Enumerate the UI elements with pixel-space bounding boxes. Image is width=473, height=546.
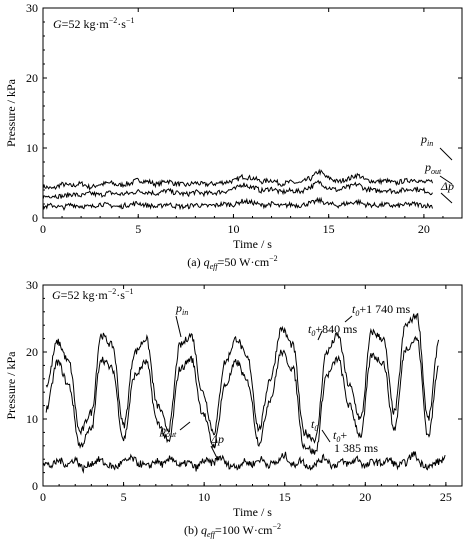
time-annotation-text: +840 ms	[315, 322, 357, 336]
series-label-main: p	[420, 132, 427, 146]
time-annotation-var: t	[308, 322, 312, 336]
x-tick-label: 0	[40, 490, 46, 504]
time-annotation: t0+1 740 ms	[352, 302, 410, 318]
caption-sub: eff	[210, 262, 220, 271]
flow-rate-annotation: G=52 kg·m−2·s−1	[52, 287, 133, 302]
caption-var: q	[201, 523, 207, 537]
leader-line	[175, 315, 182, 338]
y-axis-label: Pressure / kPa	[4, 78, 18, 147]
caption-sub: eff	[207, 530, 217, 539]
series-label-main: p	[159, 423, 166, 437]
series-label-sub: in	[427, 139, 433, 148]
annotation-text: =52 kg·m	[61, 288, 109, 302]
y-tick-label: 10	[26, 141, 38, 155]
caption-value: =100 W·cm	[215, 523, 273, 537]
time-annotation-sub: 0	[314, 424, 318, 433]
x-tick-label: 0	[40, 222, 46, 236]
x-tick-label: 20	[359, 490, 371, 504]
leader-line	[321, 429, 331, 443]
y-tick-label: 20	[26, 345, 38, 359]
time-annotation-text: +1 740 ms	[359, 302, 410, 316]
time-annotation-sub: 0	[311, 329, 315, 338]
y-tick-label: 0	[32, 479, 38, 493]
annotation-mid: ·s	[116, 288, 125, 302]
caption-sup: −2	[269, 254, 278, 263]
series-label: pout	[159, 423, 177, 439]
series-label: Δp	[210, 432, 224, 446]
panel-b: 0 5 10 15 20 25 0 10 20 30 Time / s Pressure / kPa p…	[4, 278, 463, 539]
caption-prefix: (a)	[187, 255, 203, 269]
y-tick-label: 30	[26, 1, 38, 15]
series-line-1	[42, 179, 433, 200]
series-label: pin	[420, 132, 433, 148]
time-annotation-sub: 0	[355, 309, 359, 318]
x-tick-label: 15	[323, 222, 335, 236]
time-annotation-var: t	[311, 417, 315, 431]
x-axis-label: Time / s	[233, 237, 272, 251]
time-annotation: t0+840 ms	[308, 322, 357, 338]
series-label-sub: out	[431, 167, 442, 176]
x-tick-label: 10	[227, 222, 239, 236]
annotation-var: G	[53, 17, 62, 31]
y-axis-label: Pressure / kPa	[4, 351, 18, 420]
annotation-sup: −1	[126, 16, 135, 25]
series-line-2	[42, 196, 433, 211]
leader-line	[440, 192, 453, 204]
panel-caption: (b) qeff=100 W·cm−2	[184, 522, 281, 539]
time-annotation-var: t	[333, 428, 337, 442]
annotation-var: G	[52, 288, 61, 302]
leader-line	[179, 421, 191, 431]
series-line-2	[42, 451, 446, 474]
time-annotation: t0+	[333, 428, 347, 444]
annotation-mid: ·s	[117, 17, 126, 31]
annotation-sup: −2	[108, 287, 117, 296]
series-line-0	[45, 312, 440, 444]
series-line-0	[42, 168, 433, 191]
series-label-main: p	[424, 160, 431, 174]
x-tick-label: 5	[121, 490, 127, 504]
series-label-sub: in	[182, 308, 188, 317]
caption-var: q	[204, 255, 210, 269]
x-tick-label: 5	[135, 222, 141, 236]
x-tick-label: 25	[440, 490, 452, 504]
caption-prefix: (b)	[184, 523, 201, 537]
series-label-sub: out	[166, 430, 177, 439]
y-tick-label: 20	[26, 71, 38, 85]
annotation-sup: −1	[125, 287, 134, 296]
flow-rate-annotation: G=52 kg·m−2·s−1	[53, 16, 134, 31]
x-tick-label: 15	[279, 490, 291, 504]
annotation-sup: −2	[109, 16, 118, 25]
leader-line	[317, 330, 323, 341]
series-label-main: p	[175, 301, 182, 315]
leader-line	[344, 315, 353, 323]
caption-value: =50 W·cm	[218, 255, 270, 269]
leader-line	[439, 147, 453, 161]
series-label: pin	[175, 301, 188, 317]
y-tick-label: 30	[26, 278, 38, 292]
leader-line	[439, 175, 453, 185]
leader-line	[210, 445, 219, 461]
time-annotation-var: t	[352, 302, 356, 316]
y-tick-label: 10	[26, 412, 38, 426]
y-tick-label: 0	[32, 211, 38, 225]
caption-sup: −2	[273, 522, 282, 531]
time-annotation: 1 385 ms	[334, 441, 378, 455]
annotation-text: =52 kg·m	[62, 17, 110, 31]
time-annotation-text: 1 385 ms	[334, 441, 378, 455]
series-label: pout	[424, 160, 442, 176]
x-axis-label: Time / s	[233, 505, 272, 519]
x-tick-label: 20	[418, 222, 430, 236]
series-line-1	[45, 335, 439, 455]
time-annotation-sub: 0	[336, 435, 340, 444]
x-tick-label: 10	[198, 490, 210, 504]
panel-caption: (a) qeff=50 W·cm−2	[187, 254, 277, 271]
time-annotation-text: +	[340, 428, 347, 442]
time-annotation: t0	[311, 417, 318, 433]
series-label-main: Δp	[210, 432, 224, 446]
